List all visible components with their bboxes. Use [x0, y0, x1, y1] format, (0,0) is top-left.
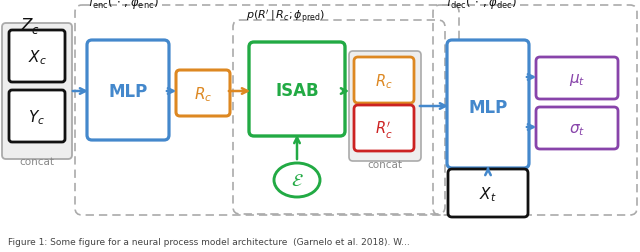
FancyBboxPatch shape — [87, 41, 169, 140]
Text: $\mathcal{E}$: $\mathcal{E}$ — [291, 171, 303, 189]
Text: ISAB: ISAB — [275, 82, 319, 100]
FancyBboxPatch shape — [176, 71, 230, 116]
Text: concat: concat — [367, 159, 403, 169]
FancyBboxPatch shape — [249, 43, 345, 137]
FancyBboxPatch shape — [2, 24, 72, 159]
FancyBboxPatch shape — [354, 58, 414, 104]
Text: Figure 1: Some figure for a neural process model architecture  (Garnelo et al. 2: Figure 1: Some figure for a neural proce… — [8, 238, 410, 246]
Text: MLP: MLP — [108, 83, 148, 101]
FancyBboxPatch shape — [354, 106, 414, 151]
Text: $R_c$: $R_c$ — [375, 72, 393, 91]
FancyBboxPatch shape — [9, 31, 65, 83]
Text: MLP: MLP — [468, 99, 508, 116]
FancyBboxPatch shape — [349, 52, 421, 161]
Text: $f_{\mathregular{enc}}(\,\cdot\,;\phi_{\mathregular{enc}})$: $f_{\mathregular{enc}}(\,\cdot\,;\phi_{\… — [88, 0, 159, 11]
Text: $\mu_t$: $\mu_t$ — [569, 72, 585, 88]
FancyBboxPatch shape — [536, 108, 618, 149]
Text: $\sigma_t$: $\sigma_t$ — [569, 122, 585, 137]
Text: $Y_c$: $Y_c$ — [29, 108, 45, 127]
Text: $X_c$: $X_c$ — [28, 48, 47, 67]
Text: $f_{\mathregular{dec}}(\,\cdot\,;\phi_{\mathregular{dec}})$: $f_{\mathregular{dec}}(\,\cdot\,;\phi_{\… — [446, 0, 516, 11]
Text: $X_t$: $X_t$ — [479, 185, 497, 204]
FancyBboxPatch shape — [448, 169, 528, 217]
FancyBboxPatch shape — [447, 41, 529, 168]
Text: $R_c$: $R_c$ — [194, 85, 212, 104]
Text: $R_c'$: $R_c'$ — [375, 119, 393, 140]
Text: concat: concat — [19, 156, 54, 166]
FancyBboxPatch shape — [9, 91, 65, 142]
FancyBboxPatch shape — [536, 58, 618, 100]
Text: $p(R'\,|\,R_c;\phi_{\mathregular{pred}})$: $p(R'\,|\,R_c;\phi_{\mathregular{pred}})… — [246, 9, 325, 26]
Text: $Z_c$: $Z_c$ — [20, 16, 40, 36]
Ellipse shape — [274, 163, 320, 197]
